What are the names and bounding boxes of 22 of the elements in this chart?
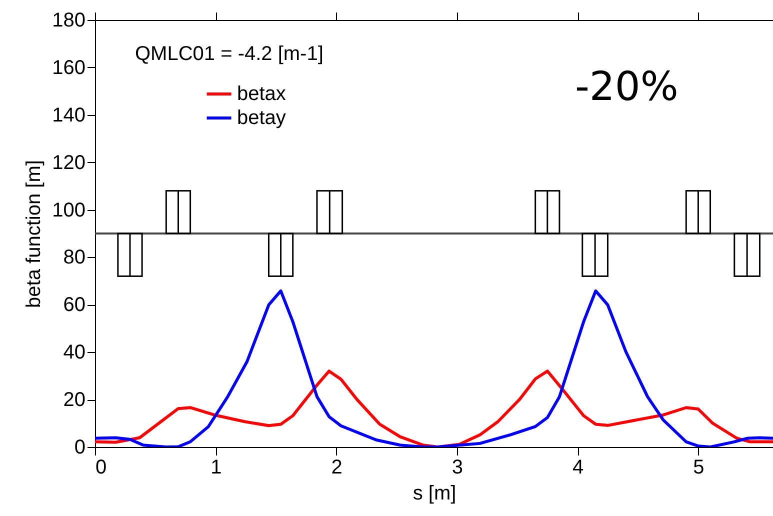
y-tick-label: 0 bbox=[74, 436, 86, 458]
y-tick-label: 20 bbox=[63, 389, 86, 412]
legend-label: betax bbox=[237, 83, 286, 105]
y-tick-label: 100 bbox=[52, 199, 86, 222]
x-tick-label: 1 bbox=[210, 456, 222, 478]
legend-label: betay bbox=[237, 107, 286, 129]
y-tick-label: 120 bbox=[52, 152, 86, 174]
y-tick-label: 140 bbox=[52, 104, 86, 126]
y-tick-label: 180 bbox=[52, 10, 86, 32]
annotation: -20% bbox=[575, 64, 678, 110]
x-axis-title: s [m] bbox=[412, 482, 456, 504]
x-tick-label: 3 bbox=[452, 456, 463, 478]
x-tick-label: 0 bbox=[96, 456, 107, 478]
x-tick-label: 4 bbox=[572, 456, 584, 478]
y-tick-label: 160 bbox=[52, 56, 86, 79]
annotation: QMLC01 = -4.2 [m-1] bbox=[135, 43, 324, 65]
x-tick-label: 5 bbox=[693, 456, 704, 478]
y-tick-label: 60 bbox=[63, 294, 86, 316]
x-tick-label: 2 bbox=[331, 456, 342, 478]
y-tick-label: 40 bbox=[63, 342, 86, 364]
y-axis-title: beta function [m] bbox=[23, 160, 46, 308]
y-tick-label: 80 bbox=[63, 246, 86, 269]
